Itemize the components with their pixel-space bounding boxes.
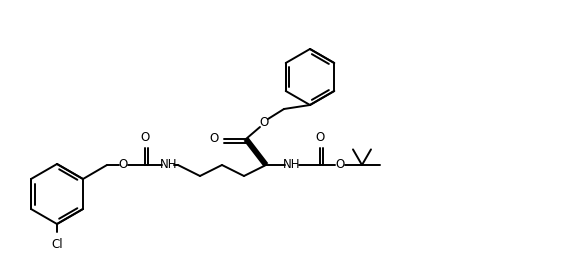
Text: O: O bbox=[259, 116, 269, 129]
Text: O: O bbox=[140, 131, 149, 144]
Text: O: O bbox=[336, 159, 345, 172]
Text: Cl: Cl bbox=[51, 238, 63, 251]
Text: O: O bbox=[210, 132, 219, 146]
Text: NH: NH bbox=[283, 159, 301, 172]
Text: O: O bbox=[119, 159, 128, 172]
Text: NH: NH bbox=[160, 159, 178, 172]
Text: O: O bbox=[315, 131, 325, 144]
